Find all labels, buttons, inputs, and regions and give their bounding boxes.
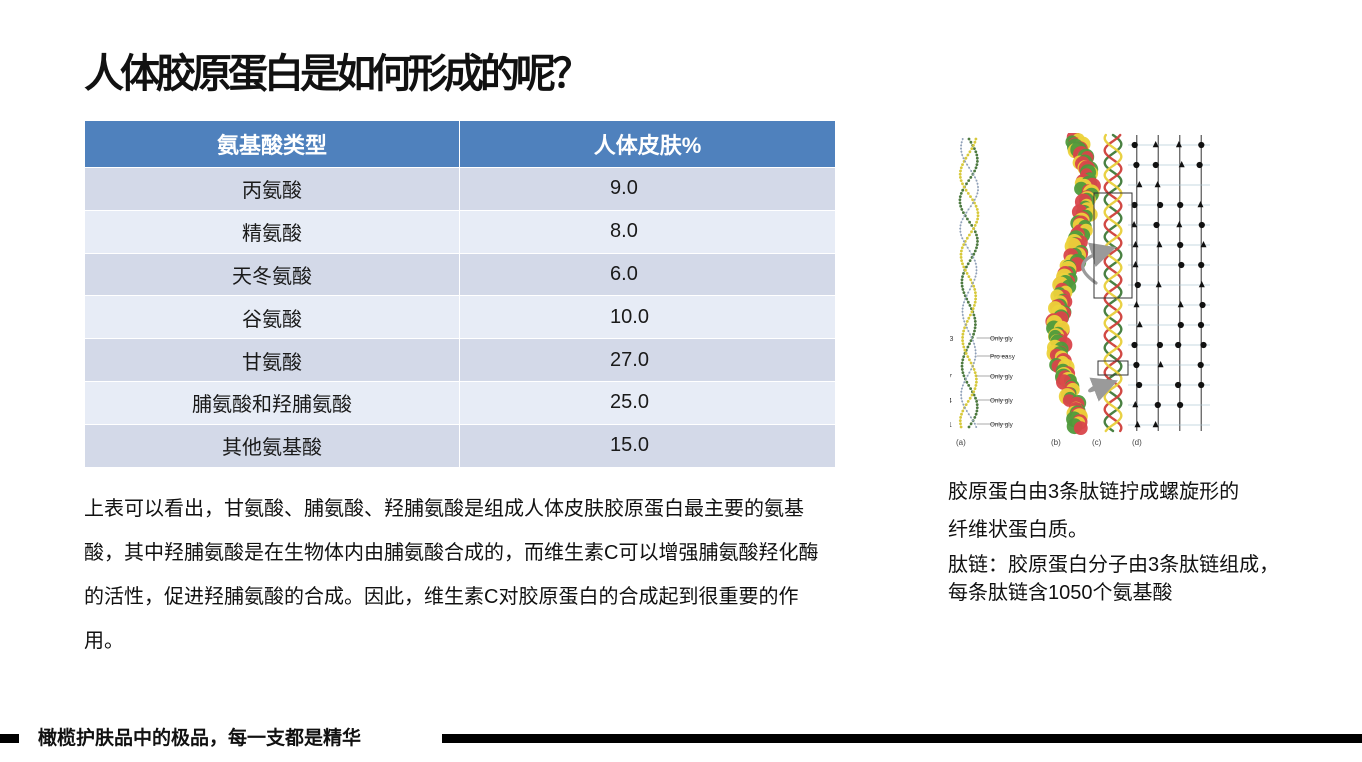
svg-text:1: 1 [950,422,952,429]
svg-text:(a): (a) [956,438,966,447]
svg-text:i3: i3 [950,336,954,343]
svg-text:4: 4 [950,398,952,405]
svg-text:(c): (c) [1092,438,1102,447]
svg-text:Only gly: Only gly [990,398,1014,405]
svg-text:Only gly: Only gly [990,422,1014,429]
svg-text:7: 7 [950,374,952,381]
svg-text:(d): (d) [1132,438,1142,447]
svg-text:Only gly: Only gly [990,374,1014,381]
svg-text:(b): (b) [1051,438,1061,447]
svg-text:Pro easy: Pro easy [990,354,1016,361]
svg-text:Only gly: Only gly [990,336,1014,343]
